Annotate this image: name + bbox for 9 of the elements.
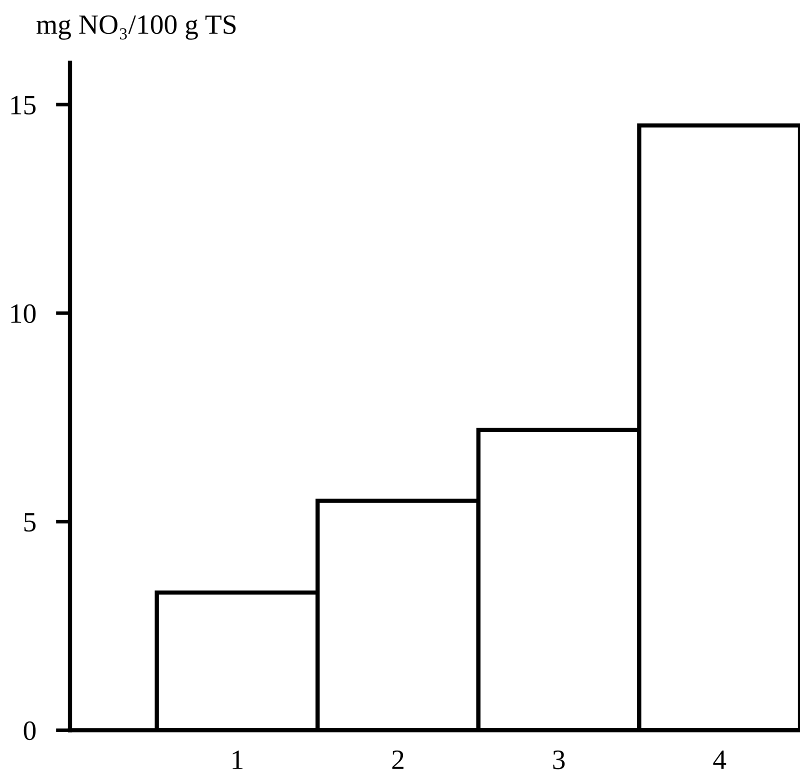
- y-tick-label: 10: [11, 304, 36, 324]
- x-tick-label: 3: [553, 750, 565, 770]
- x-tick-label: 2: [392, 750, 404, 769]
- y-tick-label: 15: [11, 96, 36, 114]
- y-tick-label: 0: [24, 721, 36, 740]
- x-tick-label: 1: [232, 750, 242, 769]
- y-tick-label: 5: [24, 513, 36, 532]
- x-tick-label: 4: [713, 750, 726, 769]
- y-axis-title: mg NO₃/100 g TS: [36, 15, 236, 40]
